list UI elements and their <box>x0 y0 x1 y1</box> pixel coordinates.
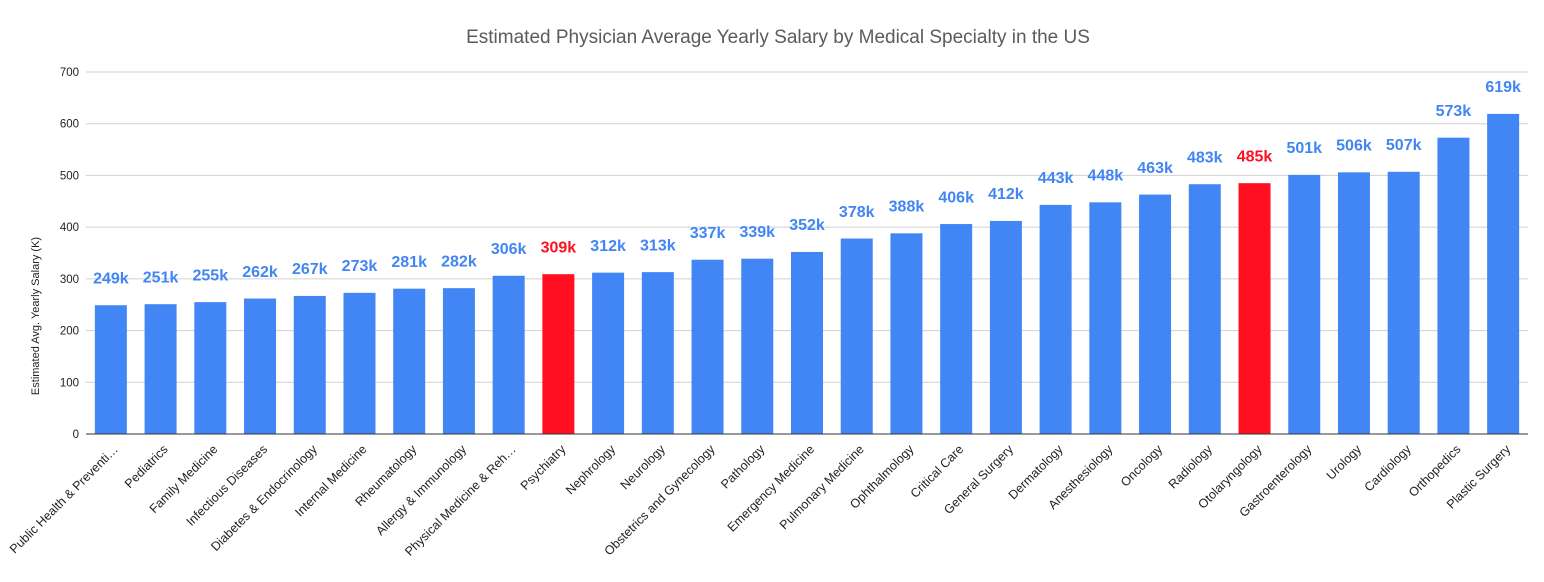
x-tick-label: Oncology <box>1118 442 1166 490</box>
chart-title: Estimated Physician Average Yearly Salar… <box>466 27 1090 48</box>
data-label: 251k <box>143 269 179 286</box>
bar-general-surgery <box>989 220 1022 434</box>
bar-physical-medicine-reh <box>492 275 525 434</box>
data-label: 507k <box>1386 137 1422 154</box>
data-label: 463k <box>1137 160 1173 177</box>
y-tick-label: 0 <box>73 429 79 441</box>
x-tick-label: Nephrology <box>563 442 619 498</box>
x-tick-label: Cardiology <box>1362 442 1415 495</box>
bar-family-medicine <box>194 302 227 434</box>
data-label: 443k <box>1038 170 1074 187</box>
data-label: 378k <box>839 204 875 221</box>
bar-anesthesiology <box>1089 202 1122 434</box>
bar-infectious-diseases <box>244 298 277 434</box>
bar-orthopedics <box>1437 137 1470 435</box>
x-tick-label: Pulmonary Medicine <box>777 442 867 532</box>
x-tick-label: Pediatrics <box>122 442 171 491</box>
bar-rheumatology <box>393 288 426 434</box>
data-label: 262k <box>242 264 278 281</box>
bar-oncology <box>1139 194 1172 434</box>
bar-urology <box>1337 172 1370 434</box>
bar-critical-care <box>940 224 973 434</box>
data-label: 312k <box>590 238 626 255</box>
data-label: 337k <box>690 225 726 242</box>
data-label: 388k <box>889 199 925 216</box>
data-label: 255k <box>193 267 229 284</box>
data-label: 412k <box>988 186 1024 203</box>
data-label: 506k <box>1336 138 1372 155</box>
data-label: 501k <box>1286 140 1322 157</box>
bar-cardiology <box>1387 171 1420 434</box>
bar-allergy-immunology <box>442 288 475 434</box>
bar-pulmonary-medicine <box>840 238 873 434</box>
data-label: 306k <box>491 241 527 258</box>
bar-nephrology <box>592 272 625 434</box>
bar-internal-medicine <box>343 292 376 434</box>
bar-gastroenterology <box>1288 174 1321 434</box>
x-tick-label: Urology <box>1324 442 1365 483</box>
bar-neurology <box>641 272 674 434</box>
bar-obstetrics-and-gynecology <box>691 259 724 434</box>
data-label: 339k <box>739 224 775 241</box>
bar-pediatrics <box>144 304 177 434</box>
bar-plastic-surgery <box>1487 113 1520 434</box>
data-label: 282k <box>441 253 477 270</box>
data-label: 483k <box>1187 150 1223 167</box>
y-tick-label: 400 <box>60 222 79 234</box>
x-tick-label: Neurology <box>618 442 669 493</box>
bar-public-health-preventi <box>94 305 127 434</box>
x-tick-label: Pathology <box>718 442 768 492</box>
data-label: 448k <box>1088 168 1124 185</box>
x-tick-label: Psychiatry <box>518 442 569 493</box>
data-label: 406k <box>938 189 974 206</box>
bar-pathology <box>741 258 774 434</box>
data-label: 309k <box>541 239 577 256</box>
data-label: 249k <box>93 271 129 288</box>
data-label: 313k <box>640 237 676 254</box>
data-label: 273k <box>342 258 378 275</box>
bar-ophthalmology <box>890 233 923 434</box>
x-tick-label: Allergy & Immunology <box>373 442 469 538</box>
y-tick-label: 200 <box>60 326 79 338</box>
data-label: 485k <box>1237 148 1273 165</box>
y-tick-label: 300 <box>60 274 79 286</box>
data-label: 267k <box>292 261 328 278</box>
bar-otolaryngology <box>1238 183 1271 434</box>
x-tick-label: Radiology <box>1166 442 1216 492</box>
x-tick-label: Public Health & Preventi… <box>7 442 121 556</box>
bar-diabetes-endocrinology <box>293 295 326 434</box>
data-label: 352k <box>789 217 825 234</box>
y-axis-label: Estimated Avg. Yearly Salary (K) <box>30 237 42 395</box>
bar-dermatology <box>1039 204 1072 434</box>
data-label: 281k <box>391 254 427 271</box>
bar-radiology <box>1188 184 1221 434</box>
y-tick-label: 700 <box>60 67 79 79</box>
data-label: 619k <box>1485 79 1521 96</box>
y-tick-label: 100 <box>60 377 79 389</box>
y-tick-label: 500 <box>60 170 79 182</box>
bar-emergency-medicine <box>791 251 823 434</box>
data-label: 573k <box>1436 103 1472 120</box>
bar-psychiatry <box>542 274 575 434</box>
x-tick-label: Emergency Medicine <box>725 442 817 534</box>
y-tick-label: 600 <box>60 119 79 131</box>
